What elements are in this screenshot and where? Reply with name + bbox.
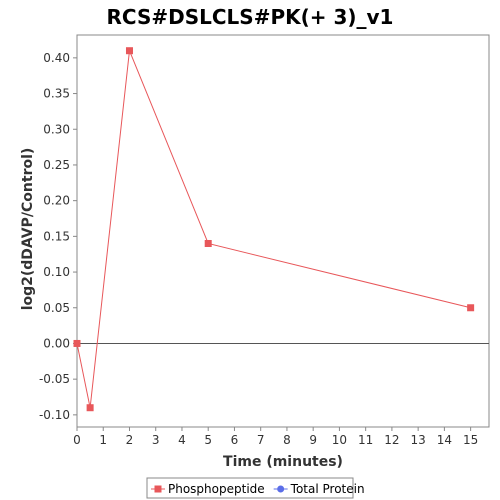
plot-area (76, 34, 490, 428)
x-tick-label: 15 (463, 433, 478, 447)
x-tick-label: 3 (152, 433, 160, 447)
x-tick-label: 11 (358, 433, 373, 447)
series-layer (73, 47, 475, 412)
x-tick-label: 2 (126, 433, 134, 447)
y-axis: -0.10 -0.05 0.00 0.05 0.10 0.15 0.20 0.25 0.30 0.… (39, 51, 77, 422)
y-tick-label: -0.05 (39, 372, 70, 386)
legend-items: Phosphopeptide Total Protein (151, 482, 365, 496)
legend-marker (277, 485, 285, 493)
data-point (86, 404, 94, 412)
x-tick-label: 10 (332, 433, 347, 447)
chart-title: RCS#DSLCLS#PK(+ 3)_v1 (107, 5, 394, 29)
x-tick-label: 4 (178, 433, 186, 447)
y-axis-label: log2(dDAVP/Control) (20, 148, 36, 311)
x-axis: 0 1 2 3 4 5 6 7 8 9 10 11 12 13 14 15 (73, 427, 478, 447)
x-tick-label: 14 (437, 433, 452, 447)
x-tick-label: 13 (411, 433, 426, 447)
data-point (204, 239, 212, 247)
legend-marker (154, 485, 162, 493)
x-tick-label: 6 (231, 433, 239, 447)
y-tick-label: 0.30 (43, 122, 70, 136)
x-axis-label: Time (minutes) (223, 454, 343, 470)
y-tick-label: 0.10 (43, 265, 70, 279)
y-tick-label: 0.20 (43, 194, 70, 208)
y-tick-label: 0.00 (43, 336, 70, 350)
x-tick-label: 5 (204, 433, 212, 447)
legend-box (146, 477, 354, 499)
y-tick-label: 0.40 (43, 51, 70, 65)
y-tick-label: 0.35 (43, 87, 70, 101)
data-point (467, 304, 475, 312)
y-tick-label: 0.15 (43, 229, 70, 243)
legend-label: Total Protein (290, 482, 365, 496)
y-tick-label: 0.25 (43, 158, 70, 172)
x-tick-label: 9 (309, 433, 317, 447)
x-tick-label: 12 (384, 433, 399, 447)
y-tick-label: 0.05 (43, 301, 70, 315)
data-point (73, 339, 81, 347)
data-point (125, 47, 133, 55)
legend: Phosphopeptide Total Protein (146, 477, 365, 499)
x-tick-label: 8 (283, 433, 291, 447)
x-tick-label: 0 (73, 433, 81, 447)
y-tick-label: -0.10 (39, 408, 70, 422)
x-tick-label: 7 (257, 433, 265, 447)
legend-label: Phosphopeptide (168, 482, 265, 496)
x-tick-label: 1 (99, 433, 107, 447)
